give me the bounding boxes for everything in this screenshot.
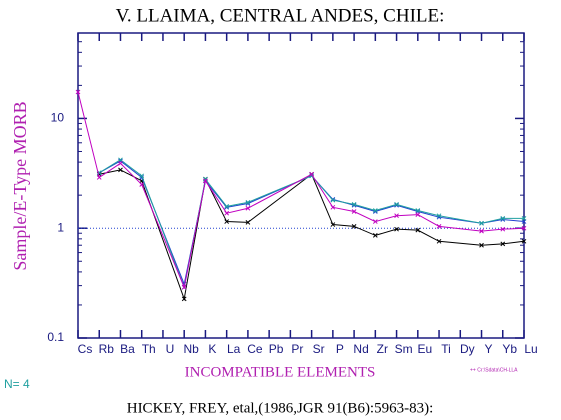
point (224, 219, 230, 224)
point (330, 197, 336, 203)
point (479, 242, 484, 248)
point (203, 176, 208, 182)
point (309, 171, 314, 177)
x-tick-label: Pb (269, 342, 284, 356)
x-axis-label: INCOMPATIBLE ELEMENTS (185, 364, 376, 380)
x-tick-label: Rb (99, 342, 115, 356)
plot-frame (77, 32, 525, 339)
x-tick-label: Dy (460, 342, 475, 356)
x-tick-label: P (336, 342, 344, 356)
point (75, 89, 81, 95)
point (415, 227, 421, 233)
point (203, 178, 208, 184)
point (139, 182, 145, 187)
point (330, 222, 336, 227)
point (479, 220, 484, 226)
file-note: ++ Cr:\Sdata\CH-LLA (470, 367, 518, 373)
point (139, 173, 145, 179)
point (351, 201, 357, 207)
x-tick-label: Th (142, 342, 156, 356)
point (330, 204, 336, 210)
reference-text: HICKEY, FREY, etal,(1986,JGR 91(B6):5963… (127, 400, 434, 416)
chart-title: V. LLAIMA, CENTRAL ANDES, CHILE: (116, 5, 445, 26)
point (224, 204, 230, 209)
point (351, 209, 357, 214)
x-tick-label: Eu (417, 342, 432, 356)
point (500, 226, 506, 232)
point (521, 238, 527, 244)
point (245, 220, 251, 225)
x-tick-label: Cs (78, 342, 93, 356)
point (500, 215, 506, 221)
n-label: N= 4 (4, 377, 30, 391)
x-tick-label: Nb (184, 342, 200, 356)
x-tick-label: Sm (395, 342, 413, 356)
series-line (99, 169, 525, 301)
x-tick-label: K (208, 342, 216, 356)
point (436, 223, 442, 229)
point (394, 201, 399, 207)
point (181, 296, 187, 302)
x-tick-label: Zr (377, 342, 388, 356)
point (245, 205, 251, 211)
point (415, 208, 421, 213)
point (372, 208, 378, 213)
point (118, 167, 123, 173)
y-tick-label: 1 (57, 220, 64, 234)
point (245, 200, 251, 205)
series-line (98, 160, 525, 286)
point (118, 157, 123, 163)
x-tick-label: U (166, 342, 175, 356)
series-line (98, 159, 524, 290)
x-tick-label: Pr (291, 342, 303, 356)
point (224, 210, 230, 216)
point (436, 238, 442, 244)
point (394, 202, 399, 208)
point (436, 213, 442, 219)
x-tick-label: Ba (120, 342, 135, 356)
point (118, 160, 123, 166)
point (415, 212, 421, 217)
x-tick-label: Ce (247, 342, 263, 356)
point (351, 223, 357, 229)
point (521, 225, 527, 231)
point (181, 284, 187, 290)
point (479, 228, 484, 234)
x-tick-label: Lu (524, 342, 537, 356)
point (372, 233, 378, 238)
series-line (77, 91, 525, 289)
x-tick-label: Sr (313, 342, 325, 356)
point (394, 226, 399, 232)
y-tick-label: 0.1 (47, 330, 64, 344)
x-tick-label: Yb (502, 342, 517, 356)
y-tick-label: 10 (51, 111, 65, 125)
x-tick-label: Y (485, 342, 493, 356)
x-tick-label: Nd (353, 342, 368, 356)
point (521, 215, 527, 221)
point (394, 213, 399, 219)
point (372, 219, 378, 224)
x-tick-label: Ti (441, 342, 451, 356)
point (96, 175, 102, 180)
y-axis-label: Sample/E-Type MORB (10, 101, 30, 270)
x-tick-label: La (227, 342, 241, 356)
point (500, 241, 506, 247)
